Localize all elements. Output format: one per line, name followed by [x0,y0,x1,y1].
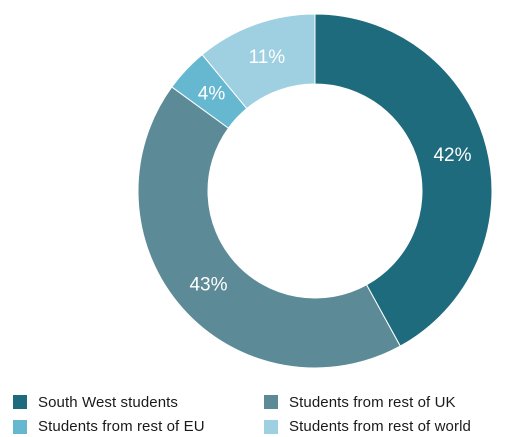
donut-slices [137,13,493,369]
legend-swatch [264,395,278,409]
legend-swatch [13,419,27,434]
legend-label: Students from rest of world [289,418,471,435]
donut-chart: 42% 43% 4% 11% [137,13,493,369]
slice-value-label: 42% [433,145,471,166]
chart-legend: South West students Students from rest o… [13,393,519,437]
legend-item-rest-of-uk: Students from rest of UK [264,393,514,411]
legend-label: Students from rest of EU [38,418,205,435]
donut-slice [137,86,401,369]
legend-item-south-west: South West students [13,393,264,411]
legend-swatch [13,395,27,409]
donut-slice [201,13,316,110]
legend-item-rest-of-eu: Students from rest of EU [13,418,264,436]
legend-item-rest-of-world: Students from rest of world [264,418,514,436]
legend-label: South West students [38,393,179,411]
legend-label: Students from rest of UK [289,393,456,411]
slice-value-label: 4% [198,83,226,104]
slice-value-label: 43% [189,274,227,295]
donut-slice [314,13,493,347]
legend-swatch [264,419,278,434]
slice-labels: 42% 43% 4% 11% [189,47,471,295]
slice-value-label: 11% [249,47,286,68]
